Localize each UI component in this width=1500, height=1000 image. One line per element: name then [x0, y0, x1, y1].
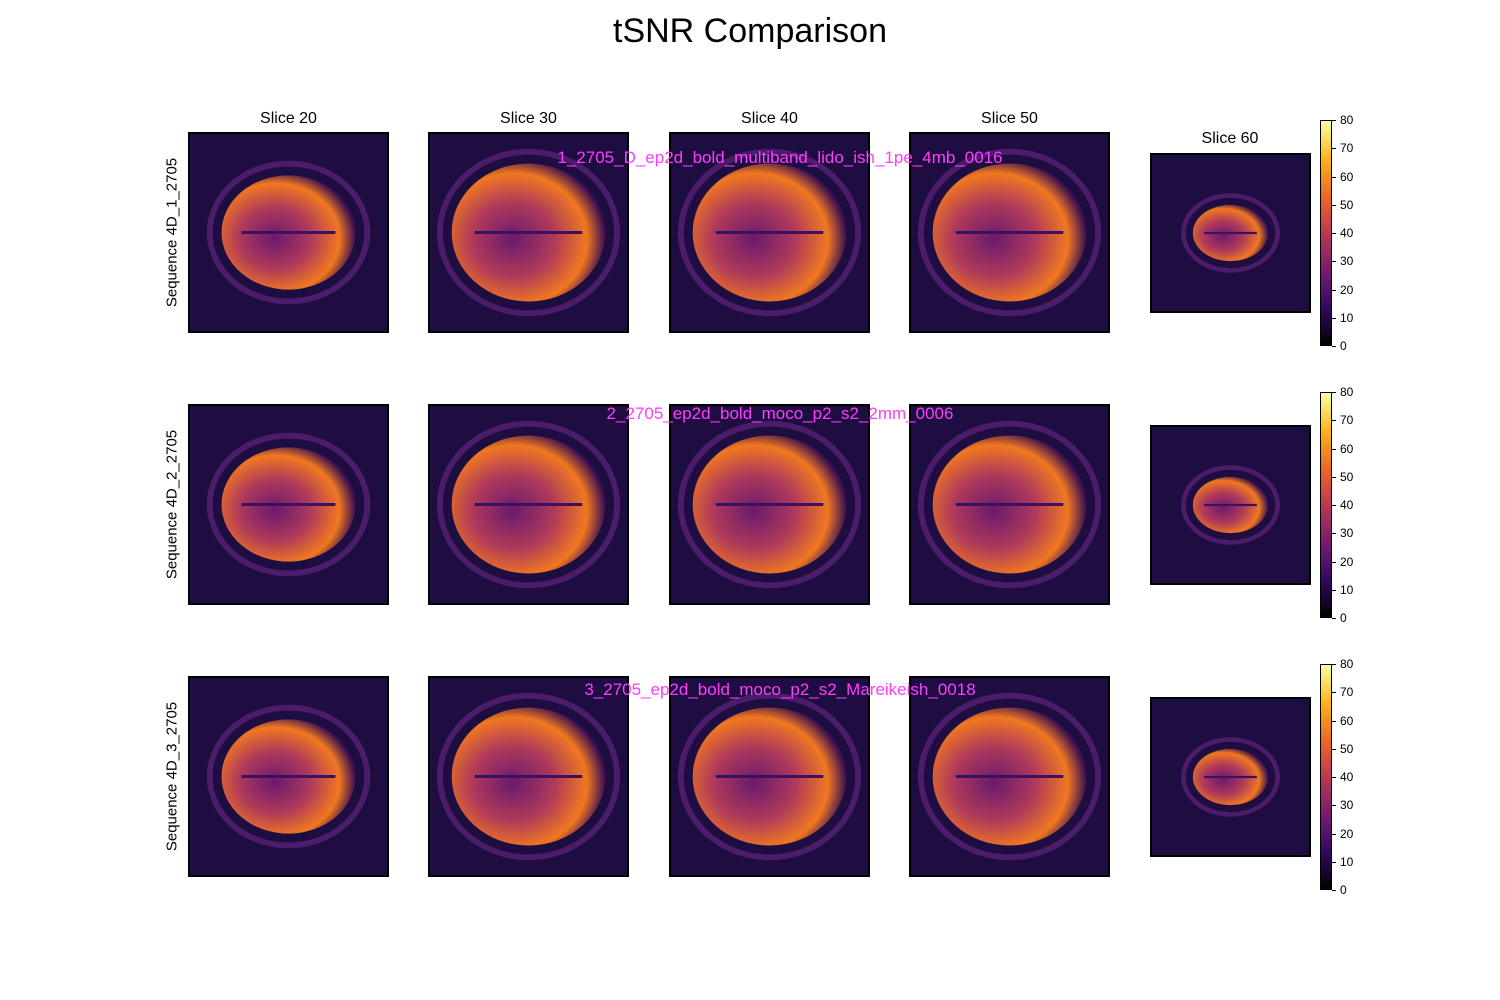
column-title: Slice 50 — [981, 110, 1038, 127]
colorbar-tick-label: 30 — [1340, 254, 1354, 269]
colorbar-tick-label: 70 — [1340, 685, 1354, 700]
colorbar-tick-label: 60 — [1340, 169, 1354, 184]
skull-ring — [1181, 737, 1280, 817]
colorbar-tick-label: 20 — [1340, 826, 1354, 841]
colorbar-tick-label: 40 — [1340, 498, 1354, 512]
tsnr-slice-image — [1150, 697, 1311, 857]
colorbar-tick-label: 60 — [1340, 713, 1354, 728]
colorbar-tick-mark — [1332, 720, 1336, 722]
colorbar-tick-label: 30 — [1340, 798, 1354, 813]
tsnr-slice-image — [188, 676, 389, 877]
skull-ring — [917, 148, 1102, 317]
skull-ring — [436, 420, 621, 589]
sequence-name: 1_2705_D_ep2d_bold_multiband_lido_ish_1p… — [557, 148, 1003, 167]
colorbar-tick-label: 50 — [1340, 197, 1354, 212]
colorbar-tick-mark — [1332, 148, 1336, 150]
colorbar-tick-mark — [1332, 346, 1336, 347]
skull-ring — [677, 692, 862, 861]
colorbar-tick-mark — [1332, 890, 1336, 891]
colorbar-tick-mark — [1332, 589, 1336, 591]
tsnr-slice-image — [188, 404, 389, 605]
tsnr-slice-image — [1150, 153, 1311, 313]
tsnr-slice-image — [669, 404, 870, 605]
tsnr-slice-image — [428, 404, 629, 605]
row-label: Sequence 4D_2_2705 — [163, 429, 181, 579]
column-title: Slice 60 — [1201, 130, 1259, 147]
colorbar-tick-label: 70 — [1340, 141, 1354, 156]
sequence-name: 3_2705_ep2d_bold_moco_p2_s2_Mareikeish_0… — [584, 680, 976, 699]
colorbar-tick-mark — [1332, 392, 1336, 393]
colorbar-tick-label: 30 — [1340, 526, 1354, 541]
colorbar-tick-mark — [1332, 289, 1336, 291]
colorbar-tick-mark — [1332, 120, 1336, 121]
colorbar-tick-mark — [1332, 476, 1336, 478]
colorbar-tick-label: 50 — [1340, 741, 1354, 756]
tsnr-slice-image — [669, 676, 870, 877]
tsnr-slice-image — [669, 132, 870, 333]
colorbar — [1320, 120, 1332, 346]
tsnr-slice-image — [188, 132, 389, 333]
colorbar-tick-mark — [1332, 420, 1336, 422]
skull-ring — [206, 432, 371, 577]
colorbar-tick-mark — [1332, 692, 1336, 694]
colorbar-tick-mark — [1332, 533, 1336, 535]
sequence-name: 2_2705_ep2d_bold_moco_p2_s2_2mm_0006 — [606, 404, 954, 423]
colorbar-tick-mark — [1332, 833, 1336, 835]
colorbar-tick-label: 10 — [1340, 582, 1354, 597]
colorbar-tick-mark — [1332, 748, 1336, 750]
row-label: Sequence 4D_3_2705 — [163, 701, 181, 851]
colorbar-tick-label: 10 — [1340, 310, 1354, 325]
skull-ring — [917, 692, 1102, 861]
skull-ring — [677, 148, 862, 317]
skull-ring — [1181, 465, 1280, 545]
tsnr-slice-image — [1150, 425, 1311, 585]
skull-ring — [677, 420, 862, 589]
row-label: Sequence 4D_1_2705 — [163, 157, 181, 307]
colorbar-tick-mark — [1332, 561, 1336, 563]
colorbar-tick-mark — [1332, 805, 1336, 807]
colorbar-tick-mark — [1332, 664, 1336, 665]
colorbar-tick-mark — [1332, 261, 1336, 263]
colorbar-tick-mark — [1332, 317, 1336, 319]
colorbar-tick-mark — [1332, 176, 1336, 178]
colorbar — [1320, 392, 1332, 618]
colorbar-tick-label: 40 — [1340, 226, 1354, 240]
chart-title: tSNR Comparison — [613, 12, 887, 50]
colorbar-tick-label: 10 — [1340, 854, 1354, 869]
tsnr-slice-image — [909, 676, 1110, 877]
colorbar-tick-label: 40 — [1340, 770, 1354, 784]
skull-ring — [917, 420, 1102, 589]
skull-ring — [206, 704, 371, 849]
skull-ring — [436, 148, 621, 317]
colorbar-tick-label: 60 — [1340, 441, 1354, 456]
colorbar-tick-label: 80 — [1340, 657, 1354, 671]
tsnr-slice-image — [909, 404, 1110, 605]
colorbar-tick-mark — [1332, 204, 1336, 206]
column-title: Slice 30 — [500, 110, 557, 127]
colorbar-tick-mark — [1332, 448, 1336, 450]
colorbar-tick-label: 80 — [1340, 385, 1354, 399]
colorbar — [1320, 664, 1332, 890]
colorbar-tick-label: 20 — [1340, 554, 1354, 569]
column-title: Slice 40 — [741, 110, 798, 127]
tsnr-slice-image — [909, 132, 1110, 333]
colorbar-tick-mark — [1332, 777, 1336, 778]
colorbar-tick-label: 0 — [1340, 883, 1347, 897]
column-title: Slice 20 — [260, 110, 317, 127]
colorbar-tick-label: 0 — [1340, 339, 1347, 353]
colorbar-tick-mark — [1332, 618, 1336, 619]
colorbar-tick-label: 70 — [1340, 413, 1354, 428]
colorbar-tick-label: 20 — [1340, 282, 1354, 297]
colorbar-tick-label: 80 — [1340, 113, 1354, 127]
colorbar-tick-label: 0 — [1340, 611, 1347, 625]
colorbar-tick-mark — [1332, 505, 1336, 506]
colorbar-tick-label: 50 — [1340, 469, 1354, 484]
tsnr-slice-image — [428, 676, 629, 877]
tsnr-slice-image — [428, 132, 629, 333]
colorbar-tick-mark — [1332, 233, 1336, 234]
skull-ring — [436, 692, 621, 861]
colorbar-tick-mark — [1332, 861, 1336, 863]
skull-ring — [1181, 193, 1280, 273]
skull-ring — [206, 160, 371, 305]
